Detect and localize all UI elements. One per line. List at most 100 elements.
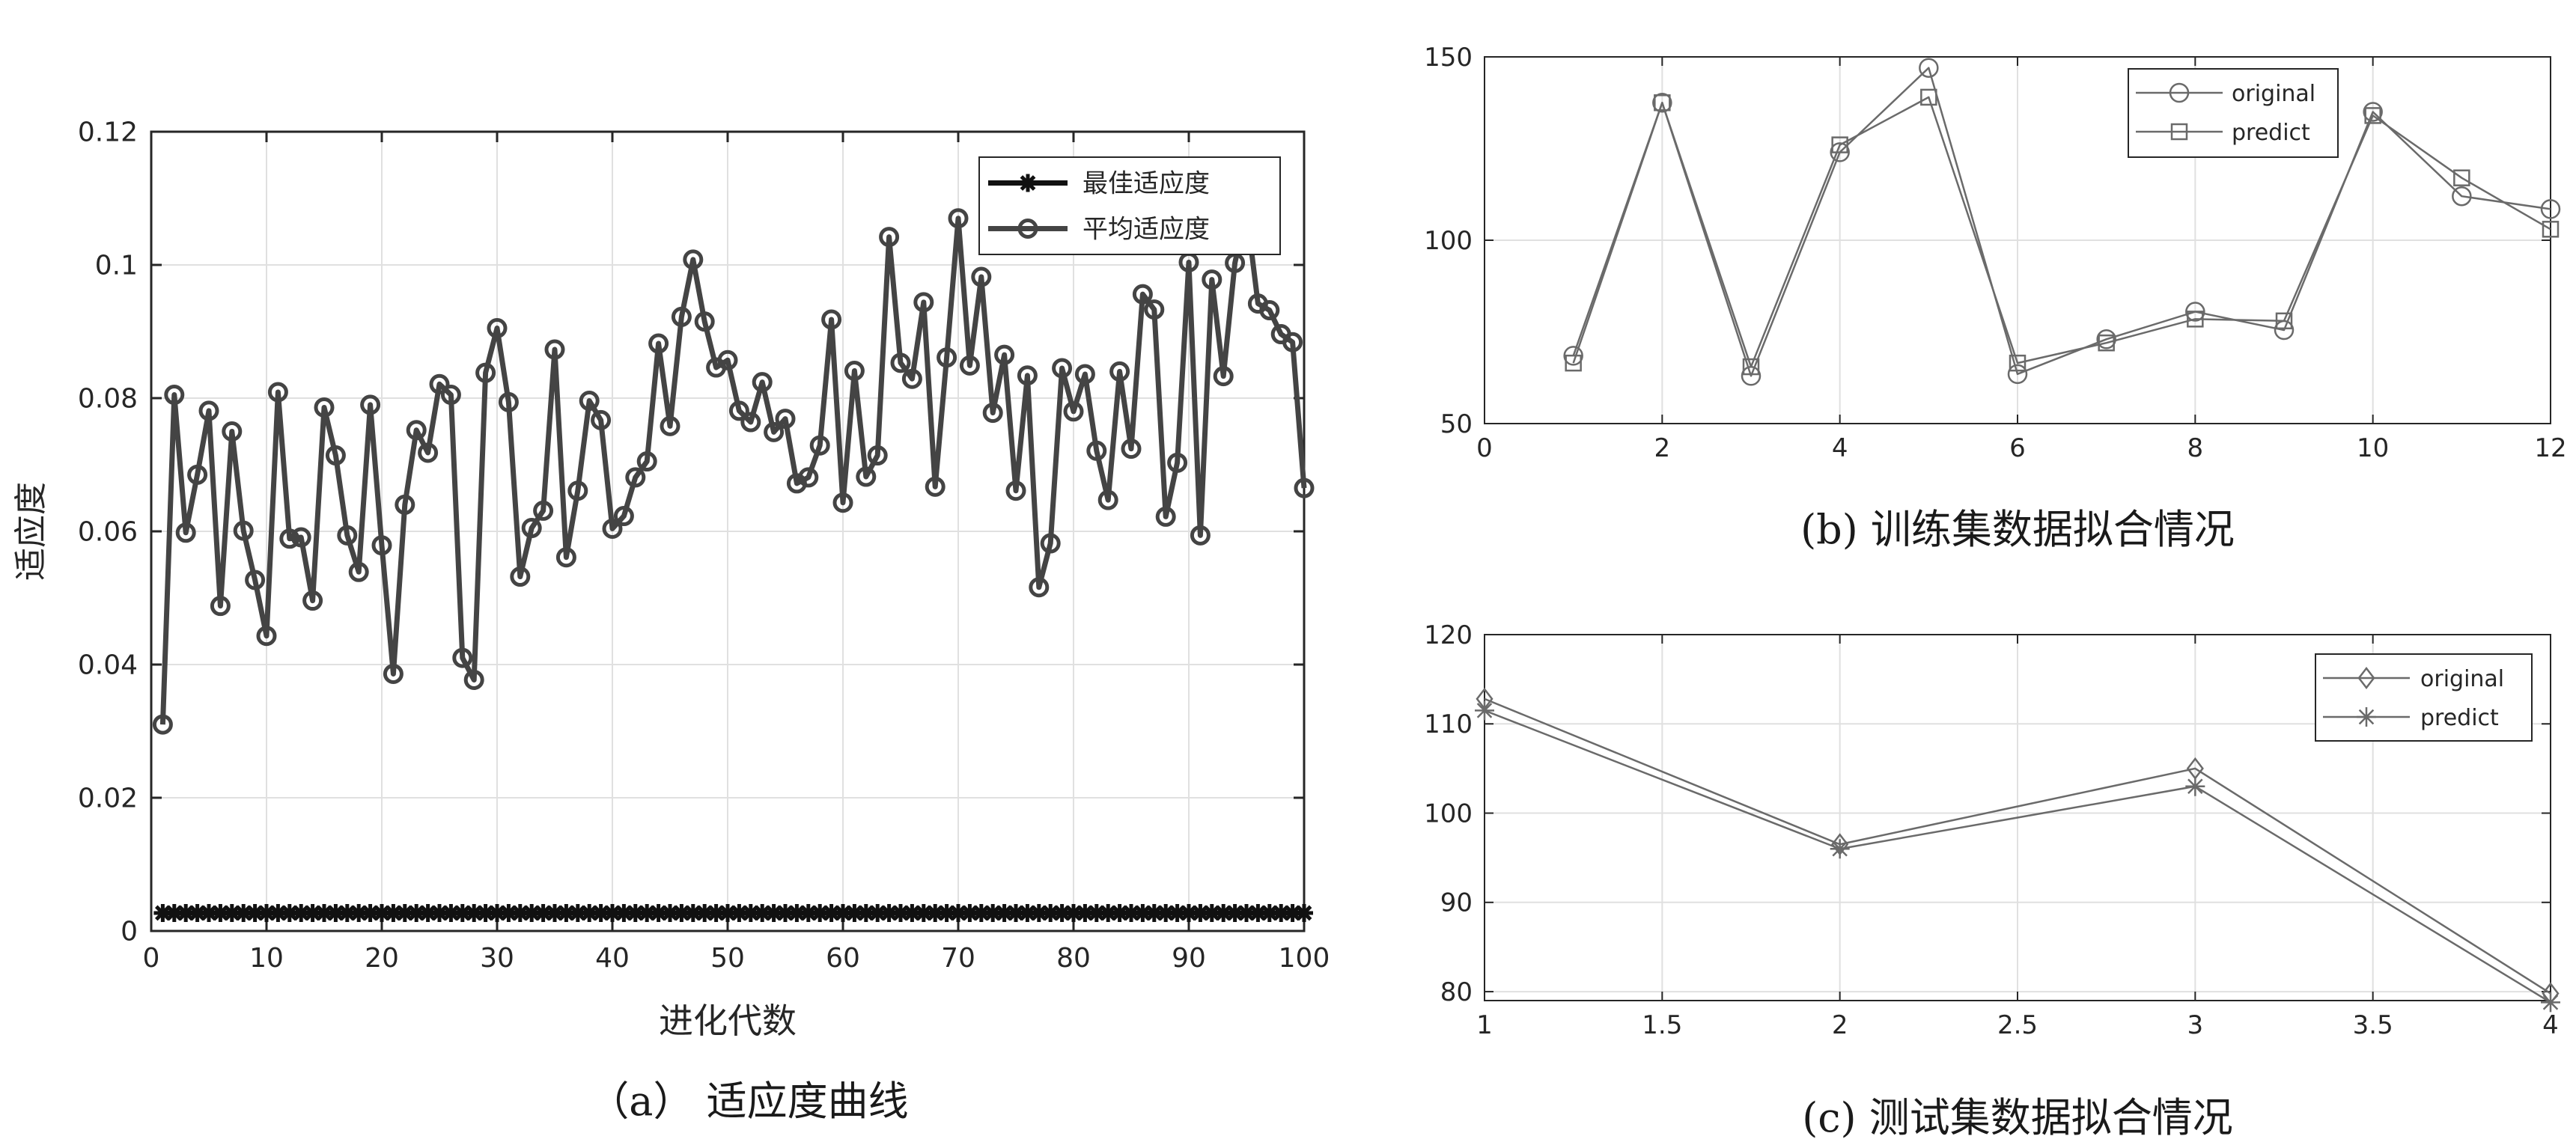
data-point xyxy=(879,227,900,248)
data-point xyxy=(1029,903,1048,922)
legend-entry: 最佳适应度 xyxy=(1083,169,1210,199)
data-point xyxy=(984,903,1002,922)
legend-box xyxy=(2128,68,2339,158)
data-point xyxy=(314,397,335,418)
data-point xyxy=(544,339,565,360)
data-point xyxy=(188,903,207,922)
data-point xyxy=(1007,903,1025,922)
data-point xyxy=(2185,302,2205,322)
data-point xyxy=(2187,311,2204,328)
data-point xyxy=(1167,452,1188,473)
x-tick-label: 100 xyxy=(1279,943,1330,974)
series-markers-asterisk xyxy=(153,903,1313,922)
x-tick-label: 3.5 xyxy=(2353,1010,2393,1040)
data-point xyxy=(521,518,542,539)
data-point xyxy=(994,344,1015,365)
data-point xyxy=(707,903,725,922)
data-point xyxy=(1145,903,1163,922)
data-point xyxy=(1052,358,1073,379)
data-point xyxy=(440,385,461,406)
data-point xyxy=(442,903,460,922)
data-point xyxy=(256,626,277,647)
legend-entry: original xyxy=(2420,666,2504,692)
data-point xyxy=(625,467,646,488)
legend-entry: predict xyxy=(2232,120,2310,146)
data-point xyxy=(890,352,911,373)
data-point xyxy=(1109,361,1130,382)
data-point xyxy=(2185,776,2205,796)
x-tick-label: 2 xyxy=(1654,433,1671,463)
data-point xyxy=(361,903,380,922)
data-point xyxy=(788,903,806,922)
data-point xyxy=(1830,142,1850,162)
data-point xyxy=(1652,93,1672,113)
data-point xyxy=(764,903,783,922)
data-point xyxy=(1076,903,1094,922)
data-point xyxy=(615,903,633,922)
series-line-square xyxy=(1572,96,2551,368)
legend-box xyxy=(2315,653,2533,742)
data-point xyxy=(1295,903,1313,922)
data-point xyxy=(211,903,230,922)
data-point xyxy=(1202,269,1222,290)
data-point xyxy=(337,525,358,546)
x-tick-label: 1 xyxy=(1476,1010,1493,1040)
data-point xyxy=(948,208,969,229)
data-point xyxy=(937,903,956,922)
y-tick-label: 90 xyxy=(1440,888,1473,918)
data-point xyxy=(914,903,933,922)
data-point xyxy=(568,903,587,922)
data-point xyxy=(430,903,448,922)
data-point xyxy=(638,903,657,922)
data-point xyxy=(269,903,287,922)
data-point xyxy=(821,309,842,330)
data-point xyxy=(811,903,829,922)
data-point xyxy=(728,400,749,421)
data-point xyxy=(488,903,506,922)
data-point xyxy=(1053,903,1071,922)
data-point xyxy=(165,903,183,922)
data-point xyxy=(290,527,311,548)
data-point xyxy=(1190,525,1211,546)
data-point xyxy=(476,903,495,922)
series-line-asterisk xyxy=(1484,709,2551,1004)
data-point xyxy=(2007,364,2028,385)
data-point xyxy=(234,903,253,922)
chart-b-training-fit: 0 2 4 6 8 10 12 50 100 150 original predict (b) 训练集数… xyxy=(1424,43,2567,553)
data-point xyxy=(971,266,992,287)
data-point xyxy=(233,520,254,541)
data-point xyxy=(867,445,888,466)
figure-caption: （a） 适应度曲线 xyxy=(588,1078,908,1125)
data-point xyxy=(1122,903,1140,922)
x-tick-label: 0 xyxy=(1476,433,1493,463)
x-tick-label: 3 xyxy=(2187,1010,2204,1040)
data-point xyxy=(395,903,414,922)
data-point xyxy=(429,373,450,394)
data-point xyxy=(452,647,473,668)
data-point xyxy=(1919,58,1939,78)
data-point xyxy=(2275,312,2293,330)
data-point xyxy=(901,368,922,389)
data-point xyxy=(845,903,864,922)
data-point xyxy=(384,903,403,922)
data-point xyxy=(868,903,887,922)
y-tick-label: 0.04 xyxy=(78,650,138,681)
data-point xyxy=(1180,903,1198,922)
data-point xyxy=(418,903,437,922)
data-point xyxy=(175,522,196,543)
data-point xyxy=(1654,94,1671,112)
figure-caption: (c) 测试集数据拟合情况 xyxy=(1802,1094,2233,1141)
data-point xyxy=(1017,365,1038,386)
data-point xyxy=(1213,366,1234,387)
data-point xyxy=(567,480,588,501)
data-point xyxy=(1074,364,1095,385)
data-point xyxy=(834,903,852,922)
x-tick-label: 50 xyxy=(710,943,745,974)
data-point xyxy=(475,362,496,383)
y-tick-label: 0.08 xyxy=(78,384,138,415)
y-tick-label: 110 xyxy=(1424,709,1473,739)
data-point xyxy=(279,528,300,549)
y-tick-label: 120 xyxy=(1424,620,1473,650)
figure-caption: (b) 训练集数据拟合情况 xyxy=(1800,506,2235,553)
data-point xyxy=(222,421,243,442)
